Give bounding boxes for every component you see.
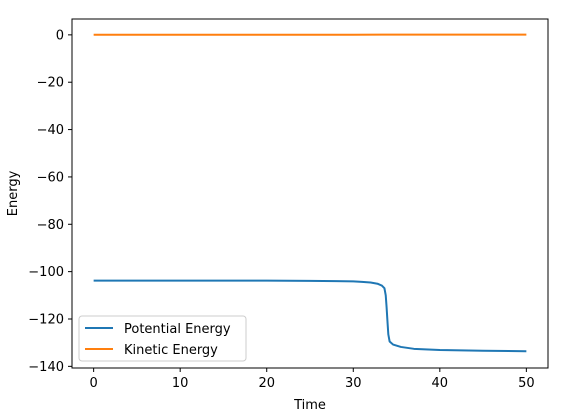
x-axis-label: Time <box>293 398 326 413</box>
y-tick-label: −40 <box>37 123 64 138</box>
legend-label-potential-energy: Potential Energy <box>124 322 231 337</box>
y-tick-label: −60 <box>37 170 64 185</box>
x-axis-ticks: 0 10 20 30 40 50 <box>89 368 535 391</box>
y-tick-label: −140 <box>28 360 64 375</box>
y-axis-label: Energy <box>6 170 21 216</box>
legend: Potential Energy Kinetic Energy <box>78 315 247 362</box>
y-axis-ticks: 0 −20 −40 −60 −80 −100 −120 −140 <box>28 28 72 375</box>
plot-area: 0 10 20 30 40 50 0 −20 −40 −60 −80 −100 −120 −140 <box>28 18 549 391</box>
axes-frame <box>71 18 549 369</box>
y-tick-label: −80 <box>37 218 64 233</box>
y-tick-label: −120 <box>28 312 64 327</box>
y-tick-label: 0 <box>56 28 64 43</box>
x-tick-label: 40 <box>432 376 449 391</box>
series-layer <box>93 33 527 353</box>
x-tick-label: 0 <box>89 376 97 391</box>
series-line-potential-energy <box>93 279 527 353</box>
legend-label-kinetic-energy: Kinetic Energy <box>124 343 218 358</box>
y-tick-label: −20 <box>37 76 64 91</box>
legend-box <box>78 315 247 362</box>
x-tick-label: 50 <box>518 376 535 391</box>
y-tick-label: −100 <box>28 265 64 280</box>
x-tick-label: 10 <box>172 376 189 391</box>
x-tick-label: 20 <box>258 376 275 391</box>
x-tick-label: 30 <box>345 376 362 391</box>
